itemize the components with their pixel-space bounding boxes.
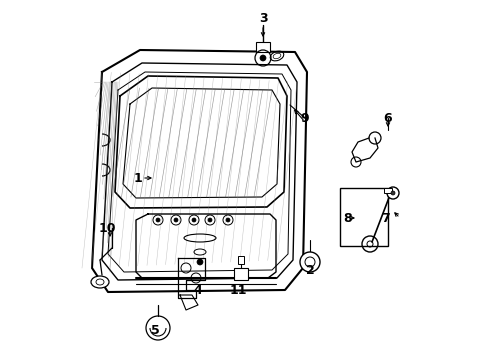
Text: 3: 3 [258, 12, 267, 24]
Bar [238, 256, 244, 264]
Text: 6: 6 [383, 112, 391, 125]
Text: 10: 10 [98, 221, 116, 234]
Circle shape [299, 252, 319, 272]
Circle shape [197, 259, 203, 265]
Circle shape [156, 218, 160, 222]
Circle shape [390, 191, 394, 195]
Text: 2: 2 [305, 264, 314, 276]
Text: 9: 9 [300, 112, 309, 125]
Text: 4: 4 [193, 284, 202, 297]
Text: 8: 8 [343, 211, 351, 225]
Bar [256, 42, 269, 52]
Text: 5: 5 [150, 324, 159, 337]
Circle shape [192, 218, 196, 222]
Bar [339, 188, 387, 246]
Circle shape [207, 218, 212, 222]
Circle shape [260, 55, 265, 61]
Ellipse shape [91, 276, 109, 288]
Text: 11: 11 [229, 284, 246, 297]
Text: 7: 7 [381, 211, 389, 225]
Text: 1: 1 [133, 171, 142, 184]
Circle shape [225, 218, 229, 222]
Circle shape [386, 187, 398, 199]
Circle shape [174, 218, 178, 222]
Bar [383, 188, 391, 193]
Bar [234, 268, 247, 280]
